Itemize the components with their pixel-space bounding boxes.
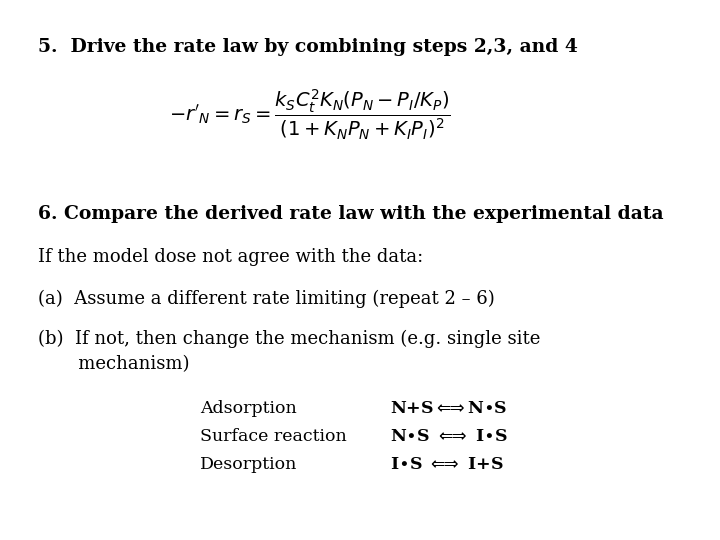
Text: I$\bullet$S $\Leftarrow\!\!\!\Rightarrow$ I+S: I$\bullet$S $\Leftarrow\!\!\!\Rightarrow… — [390, 456, 504, 473]
Text: 5.  Drive the rate law by combining steps 2,3, and 4: 5. Drive the rate law by combining steps… — [38, 38, 578, 56]
Text: (a)  Assume a different rate limiting (repeat 2 – 6): (a) Assume a different rate limiting (re… — [38, 290, 495, 308]
Text: N+S$\Leftarrow\!\!\!\Rightarrow$N$\bullet$S: N+S$\Leftarrow\!\!\!\Rightarrow$N$\bulle… — [390, 400, 508, 417]
Text: N$\bullet$S $\Leftarrow\!\!\!\Rightarrow$ I$\bullet$S: N$\bullet$S $\Leftarrow\!\!\!\Rightarrow… — [390, 428, 508, 445]
Text: 6. Compare the derived rate law with the experimental data: 6. Compare the derived rate law with the… — [38, 205, 664, 223]
Text: Desorption: Desorption — [200, 456, 297, 473]
Text: (b)  If not, then change the mechanism (e.g. single site: (b) If not, then change the mechanism (e… — [38, 330, 541, 348]
Text: Surface reaction: Surface reaction — [200, 428, 347, 445]
Text: mechanism): mechanism) — [38, 355, 189, 373]
Text: Adsorption: Adsorption — [200, 400, 297, 417]
Text: If the model dose not agree with the data:: If the model dose not agree with the dat… — [38, 248, 423, 266]
Text: $-r'_N = r_S = \dfrac{k_S C_t^2 K_N (P_N - P_I / K_P)}{(1 + K_N P_N + K_I P_I)^2: $-r'_N = r_S = \dfrac{k_S C_t^2 K_N (P_N… — [169, 88, 451, 142]
